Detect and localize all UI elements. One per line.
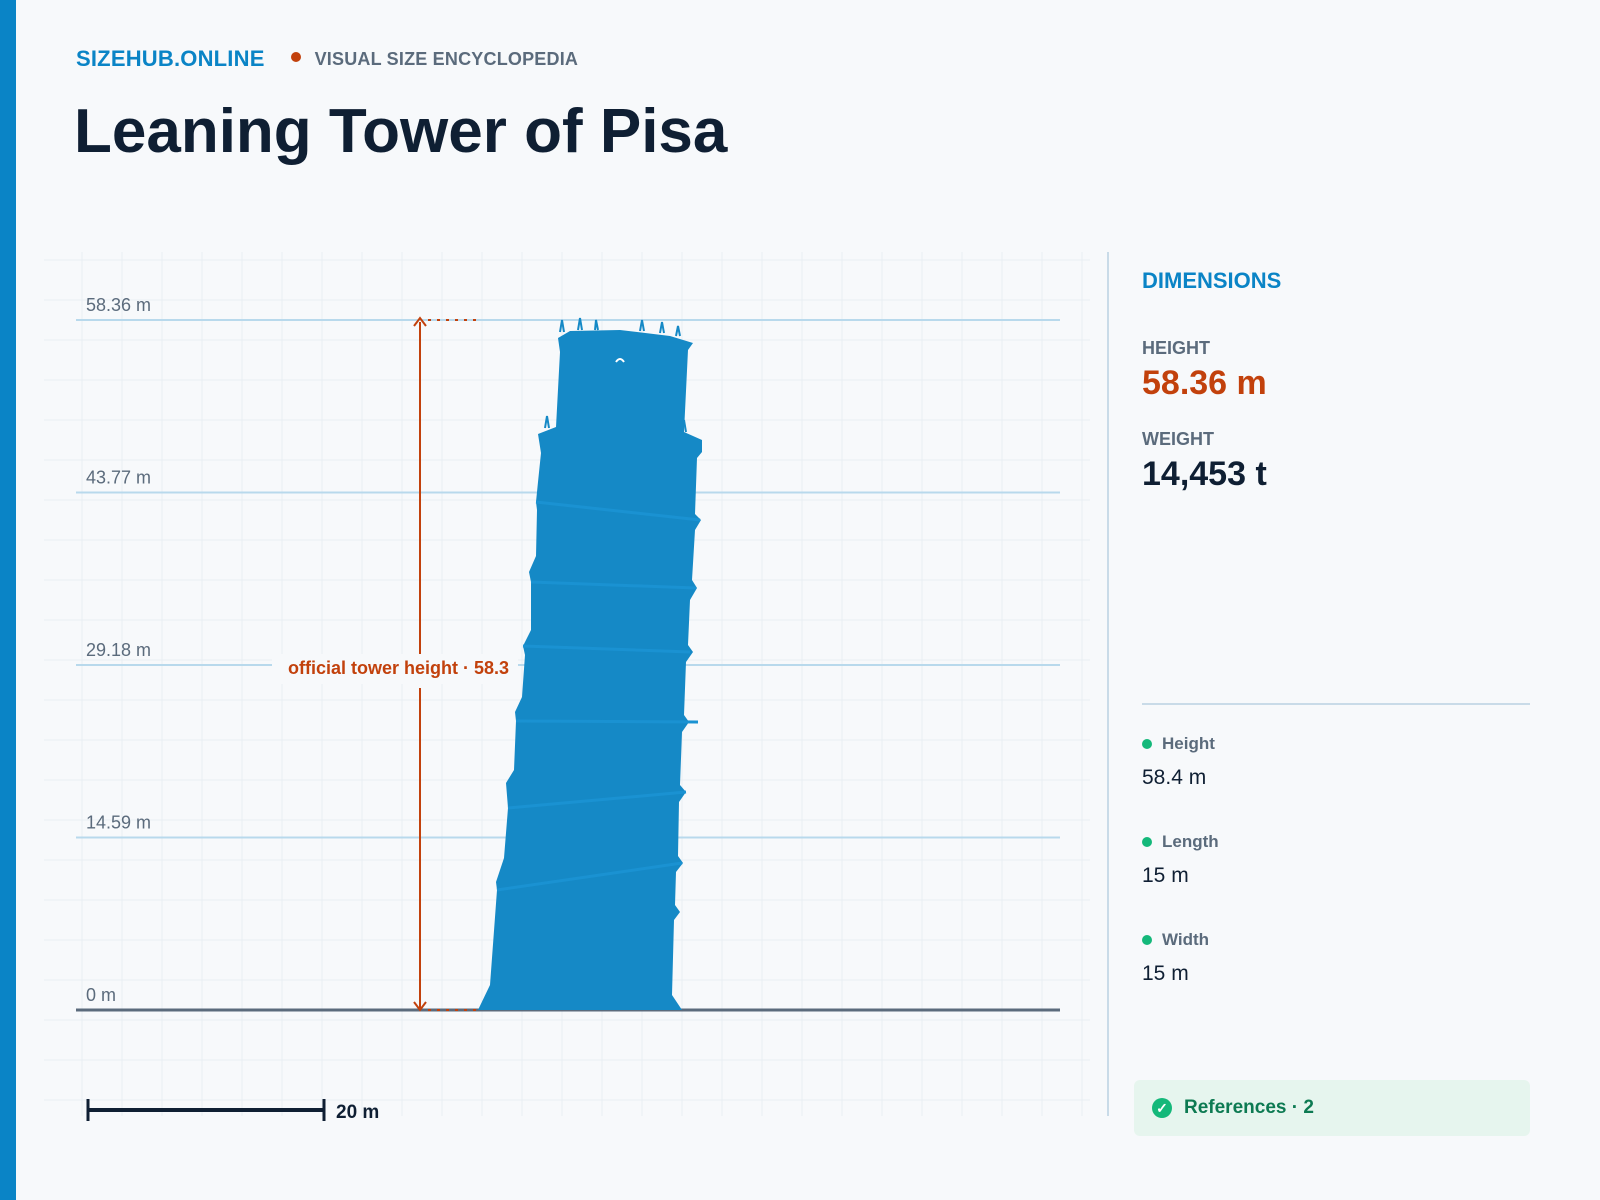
scale-bar: 20 m (86, 1099, 379, 1123)
site-tagline: VISUAL SIZE ENCYCLOPEDIA (314, 48, 579, 69)
site-header: SIZEHUB.ONLINE VISUAL SIZE ENCYCLOPEDIA (76, 46, 578, 72)
height-measure: official tower height · 58.3 (272, 316, 518, 1012)
tick-label: 14.59 m (86, 813, 151, 833)
spec-item-length: Length 15 m (1142, 832, 1442, 888)
scale-bar-label: 20 m (336, 1102, 379, 1123)
spec-value: 15 m (1142, 962, 1189, 985)
spec-item-height: Height 58.4 m (1142, 734, 1442, 790)
check-circle-icon: ✓ (1152, 1098, 1172, 1118)
tick-label: 0 m (86, 985, 116, 1005)
side-divider (1142, 703, 1530, 705)
references-label: References · 2 (1184, 1097, 1314, 1118)
accent-bar (0, 0, 16, 1200)
spec-value: 58.4 m (1142, 766, 1207, 789)
status-dot-icon (1142, 837, 1152, 847)
arrow-up-icon (413, 316, 427, 327)
height-stat-label: HEIGHT (1142, 338, 1211, 358)
tower-silhouette (478, 317, 702, 1010)
spec-label: Length (1162, 832, 1219, 851)
spec-item-width: Width 15 m (1142, 930, 1442, 986)
weight-stat-value: 14,453 t (1142, 455, 1267, 493)
tick-label: 43.77 m (86, 468, 151, 488)
page-title: Leaning Tower of Pisa (74, 97, 728, 166)
measure-label: official tower height · 58.3 (288, 658, 509, 678)
status-dot-icon (1142, 935, 1152, 945)
tick-label: 58.36 m (86, 295, 151, 315)
spec-label: Height (1162, 734, 1215, 753)
arrow-down-icon (413, 1001, 427, 1012)
brand-link[interactable]: SIZEHUB.ONLINE (76, 46, 265, 71)
tick-label: 29.18 m (86, 640, 151, 660)
panel-divider (1107, 252, 1109, 1116)
spec-label: Width (1162, 930, 1210, 949)
references-button[interactable]: ✓ References · 2 (1134, 1080, 1530, 1136)
bullet-dot-icon (290, 52, 301, 62)
status-dot-icon (1142, 739, 1152, 749)
dimensions-title: DIMENSIONS (1142, 268, 1282, 293)
size-diagram: 58.36 m 43.77 m 29.18 m 14.59 m 0 m official… (44, 252, 1090, 1123)
height-stat-value: 58.36 m (1142, 364, 1267, 402)
measure-label-bg (272, 654, 518, 684)
spec-value: 15 m (1142, 864, 1189, 887)
height-ticks: 58.36 m 43.77 m 29.18 m 14.59 m 0 m (76, 295, 1060, 1005)
weight-stat-label: WEIGHT (1142, 429, 1214, 449)
